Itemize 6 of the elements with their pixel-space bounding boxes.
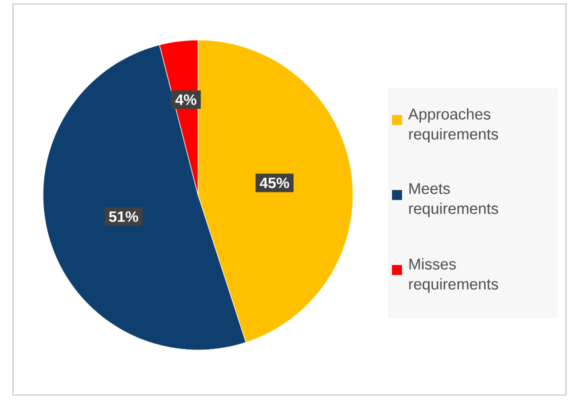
data-label: 4%	[175, 94, 196, 105]
data-label: 45%	[260, 178, 290, 188]
legend-label: Meets requirements	[409, 183, 498, 218]
legend-label: Approaches requirements	[408, 108, 498, 143]
legend-label: Misses requirements	[409, 258, 498, 293]
data-label: 51%	[109, 211, 138, 222]
